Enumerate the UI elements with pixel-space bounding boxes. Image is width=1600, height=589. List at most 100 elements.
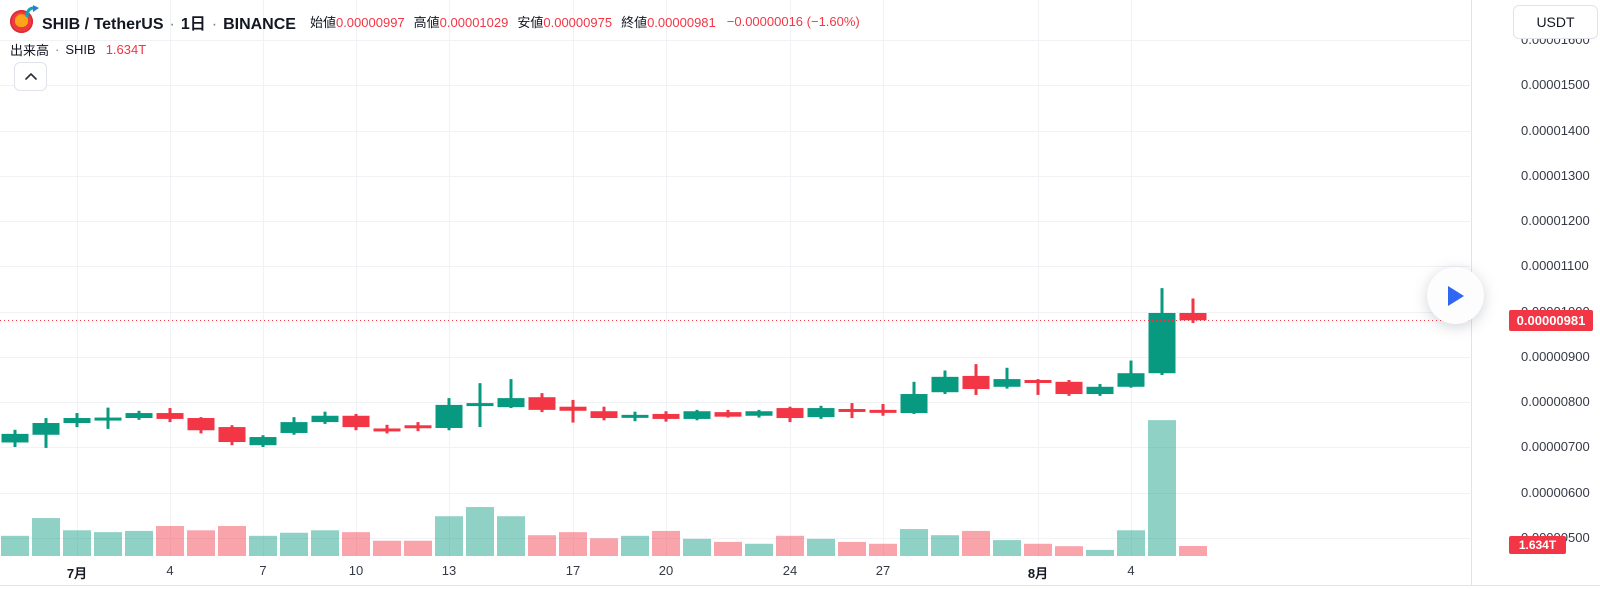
candlestick-chart[interactable] xyxy=(0,0,1470,585)
candle-body xyxy=(497,398,525,408)
time-tick-label: 10 xyxy=(348,563,364,578)
candle-body xyxy=(1024,379,1052,383)
time-tick-label: 20 xyxy=(658,563,674,578)
time-tick-label: 13 xyxy=(441,563,457,578)
volume-bar xyxy=(776,535,804,556)
price-tick-label: 0.00000600 xyxy=(1521,484,1590,500)
candle-body xyxy=(373,428,401,432)
candle-body xyxy=(745,411,773,416)
low-label: 安値 xyxy=(517,15,544,30)
volume-bar xyxy=(1024,543,1052,556)
price-tick-label: 0.00001400 xyxy=(1521,122,1590,138)
volume-bar xyxy=(962,530,990,556)
candle-body xyxy=(559,406,587,411)
candle-body xyxy=(714,412,742,417)
candle-body xyxy=(776,408,804,419)
low-value: 0.00000975 xyxy=(543,15,613,30)
volume-bar xyxy=(683,538,711,556)
candle-body xyxy=(683,411,711,419)
volume-bar xyxy=(373,540,401,556)
volume-bar xyxy=(1,535,29,556)
volume-bar xyxy=(435,516,463,556)
volume-bar xyxy=(280,532,308,556)
collapse-legend-button[interactable] xyxy=(14,62,47,91)
volume-separator: · xyxy=(55,42,60,57)
volume-bar xyxy=(32,518,60,556)
candle-body xyxy=(63,418,91,424)
candle-body xyxy=(156,413,184,419)
candle-body xyxy=(652,413,680,419)
volume-bar xyxy=(342,532,370,556)
volume-bar xyxy=(311,530,339,556)
volume-bar xyxy=(1055,546,1083,556)
currency-toggle-button[interactable]: USDT xyxy=(1513,5,1598,39)
price-tick-label: 0.00001300 xyxy=(1521,167,1590,183)
candle-body xyxy=(280,422,308,433)
volume-legend-row[interactable]: 出来高 · SHIB 1.634T xyxy=(10,40,146,59)
symbol-name: SHIB / TetherUS xyxy=(42,15,164,33)
candle-body xyxy=(311,415,339,423)
volume-bar xyxy=(993,540,1021,556)
play-icon xyxy=(1447,285,1464,306)
volume-bar xyxy=(63,530,91,556)
change-value: −0.00000016 (−1.60%) xyxy=(726,14,860,29)
price-tick-label: 0.00000800 xyxy=(1521,394,1590,410)
volume-bar xyxy=(714,541,742,556)
price-tick-label: 0.00001500 xyxy=(1521,77,1590,93)
volume-title: 出来高 xyxy=(10,43,50,58)
close-value: 0.00000981 xyxy=(647,15,716,30)
volume-bar xyxy=(94,532,122,556)
last-price-axis-label: 0.00000981 xyxy=(1509,310,1593,331)
volume-bar xyxy=(931,535,959,556)
volume-bar xyxy=(249,535,277,556)
exchange-label: BINANCE xyxy=(223,15,296,33)
interval-label[interactable]: 1日 xyxy=(180,15,206,33)
time-axis[interactable]: 7月 4 7 10 13 17 20 24 27 8月 4 xyxy=(0,557,1470,585)
price-tick-label: 0.00001200 xyxy=(1521,213,1590,229)
candle-body xyxy=(1117,373,1145,387)
chevron-up-icon xyxy=(24,73,37,80)
price-axis[interactable]: 0.00001600 0.00001500 0.00001400 0.00001300… xyxy=(1471,0,1600,585)
volume-value: 1.634T xyxy=(105,42,147,57)
volume-bar xyxy=(1086,549,1114,556)
volume-bar xyxy=(156,526,184,556)
symbol-title[interactable]: SHIB / TetherUS · 1日 · BINANCE xyxy=(42,10,296,34)
volume-bar xyxy=(621,535,649,556)
price-tick-label: 0.00000700 xyxy=(1521,439,1590,455)
volume-bar xyxy=(807,538,835,556)
candle-body xyxy=(125,413,153,419)
volume-bar xyxy=(1148,420,1176,556)
volume-bar xyxy=(869,543,897,556)
time-tick-label: 8月 xyxy=(1027,566,1049,581)
candle-body xyxy=(1179,312,1207,321)
volume-bar xyxy=(187,530,215,556)
currency-toggle-label: USDT xyxy=(1536,14,1575,30)
open-value: 0.00000997 xyxy=(335,15,405,30)
candle-body xyxy=(32,423,60,435)
candle-body xyxy=(993,379,1021,387)
time-tick-label: 7月 xyxy=(66,566,88,581)
shiba-face-icon xyxy=(15,15,28,27)
time-tick-label: 24 xyxy=(782,563,798,578)
ohlc-readout: 始値0.00000997 高値0.00001029 安値0.00000975 終… xyxy=(310,12,860,31)
high-label: 高値 xyxy=(413,15,440,30)
volume-bar xyxy=(1179,545,1207,556)
candle-body xyxy=(466,403,494,407)
time-tick-label: 27 xyxy=(875,563,891,578)
candle-body xyxy=(404,425,432,429)
title-separator: · xyxy=(169,15,175,33)
candle-body xyxy=(900,394,928,414)
volume-bar xyxy=(404,540,432,556)
candle-body xyxy=(249,437,277,446)
play-button[interactable] xyxy=(1427,267,1484,324)
candle-body xyxy=(1,433,29,443)
volume-bar xyxy=(1117,530,1145,556)
volume-bar xyxy=(466,507,494,556)
close-label: 終値 xyxy=(621,15,648,30)
candle-body xyxy=(342,415,370,428)
candle-body xyxy=(931,376,959,393)
open-label: 始値 xyxy=(309,15,336,30)
volume-axis-label: 1.634T xyxy=(1509,536,1566,554)
symbol-legend-row[interactable]: SHIB / TetherUS · 1日 · BINANCE 始値0.00000997 … xyxy=(10,5,860,35)
volume-bar xyxy=(838,541,866,556)
